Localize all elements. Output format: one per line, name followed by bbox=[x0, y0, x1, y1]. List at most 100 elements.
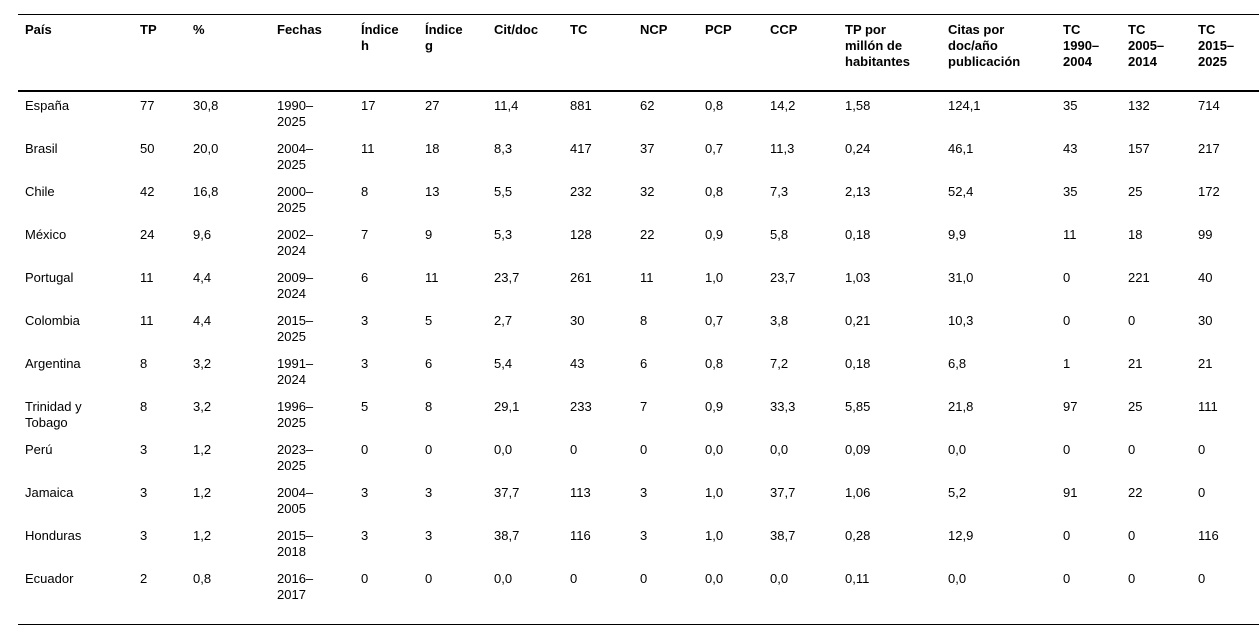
value-cell: 0 bbox=[425, 442, 433, 457]
country-cell: Honduras bbox=[25, 528, 82, 543]
value-cell: 35 bbox=[1063, 184, 1078, 199]
table-row: México 24 9,6 2002– 2024 7 9 5,3 128 22 0,9 5,8 0,1… bbox=[18, 221, 1259, 264]
value-cell: 3 bbox=[361, 485, 369, 500]
value-cell: 0,0 bbox=[494, 442, 513, 457]
value-cell: 157 bbox=[1128, 141, 1150, 156]
value-cell: 111 bbox=[1198, 399, 1218, 414]
value-cell: 4,4 bbox=[193, 270, 212, 285]
value-cell: 0 bbox=[1198, 442, 1206, 457]
column-header-tc-2015-2025: TC 2015– 2025 bbox=[1198, 14, 1259, 92]
column-header-tc: TC bbox=[570, 14, 640, 92]
value-cell: 9,9 bbox=[948, 227, 967, 242]
value-cell: 22 bbox=[1128, 485, 1143, 500]
column-header-tc-2005-2014: TC 2005– 2014 bbox=[1128, 14, 1198, 92]
value-cell: 0 bbox=[1128, 442, 1136, 457]
value-cell: 23,7 bbox=[770, 270, 796, 285]
country-cell: Perú bbox=[25, 442, 53, 457]
table-row: Colombia 11 4,4 2015– 2025 3 5 2,7 30 8 0,7 3,8 0,2… bbox=[18, 307, 1259, 350]
value-cell: 3 bbox=[425, 485, 433, 500]
value-cell: 0 bbox=[361, 571, 369, 586]
table-body: España 77 30,8 1990– 2025 17 27 11,4 881 62 0,8 14… bbox=[18, 91, 1259, 625]
value-cell: 3 bbox=[361, 356, 369, 371]
value-cell: 0 bbox=[361, 442, 369, 457]
value-cell: 6 bbox=[425, 356, 433, 371]
value-cell: 172 bbox=[1198, 184, 1220, 199]
value-cell: 11 bbox=[140, 313, 154, 328]
value-cell: 0,9 bbox=[705, 399, 724, 414]
value-cell: 8 bbox=[425, 399, 433, 414]
value-cell: 1,0 bbox=[705, 485, 724, 500]
value-cell: 0,21 bbox=[845, 313, 871, 328]
value-cell: 6 bbox=[361, 270, 369, 285]
value-cell: 11 bbox=[640, 270, 654, 285]
column-header-indice-h: Índice h bbox=[361, 14, 425, 92]
value-cell: 0,24 bbox=[845, 141, 871, 156]
value-cell: 40 bbox=[1198, 270, 1213, 285]
value-cell: 29,1 bbox=[494, 399, 520, 414]
value-cell: 10,3 bbox=[948, 313, 974, 328]
value-cell: 62 bbox=[640, 98, 655, 113]
value-cell: 11 bbox=[140, 270, 154, 285]
value-cell: 0 bbox=[1063, 442, 1071, 457]
value-cell: 4,4 bbox=[193, 313, 212, 328]
value-cell: 21,8 bbox=[948, 399, 974, 414]
value-cell: 0 bbox=[1198, 571, 1206, 586]
value-cell: 18 bbox=[1128, 227, 1143, 242]
value-cell: 0 bbox=[1128, 571, 1136, 586]
value-cell: 3,2 bbox=[193, 399, 212, 414]
value-cell: 9,6 bbox=[193, 227, 212, 242]
value-cell: 18 bbox=[425, 141, 440, 156]
value-cell: 43 bbox=[570, 356, 585, 371]
value-cell: 38,7 bbox=[770, 528, 796, 543]
value-cell: 8,3 bbox=[494, 141, 513, 156]
value-cell: 43 bbox=[1063, 141, 1078, 156]
value-cell: 1,58 bbox=[845, 98, 871, 113]
value-cell: 0 bbox=[640, 442, 648, 457]
country-cell: Portugal bbox=[25, 270, 74, 285]
value-cell: 1990– 2025 bbox=[277, 98, 314, 129]
column-header-indice-g: Índice g bbox=[425, 14, 494, 92]
value-cell: 11,3 bbox=[770, 141, 795, 156]
value-cell: 0,18 bbox=[845, 356, 871, 371]
country-cell: Argentina bbox=[25, 356, 81, 371]
value-cell: 1991– 2024 bbox=[277, 356, 314, 387]
column-header-pcp: PCP bbox=[705, 14, 770, 92]
value-cell: 6 bbox=[640, 356, 648, 371]
value-cell: 0,0 bbox=[948, 571, 967, 586]
value-cell: 2,13 bbox=[845, 184, 871, 199]
value-cell: 3 bbox=[140, 528, 148, 543]
value-cell: 0,0 bbox=[770, 442, 789, 457]
value-cell: 30 bbox=[1198, 313, 1213, 328]
value-cell: 0,8 bbox=[193, 571, 212, 586]
value-cell: 3 bbox=[640, 528, 648, 543]
value-cell: 33,3 bbox=[770, 399, 796, 414]
value-cell: 5,8 bbox=[770, 227, 789, 242]
value-cell: 232 bbox=[570, 184, 592, 199]
value-cell: 14,2 bbox=[770, 98, 796, 113]
value-cell: 0 bbox=[570, 571, 578, 586]
value-cell: 2016– 2017 bbox=[277, 571, 314, 602]
value-cell: 714 bbox=[1198, 98, 1220, 113]
column-header-ccp: CCP bbox=[770, 14, 845, 92]
value-cell: 42 bbox=[140, 184, 155, 199]
value-cell: 0,7 bbox=[705, 141, 724, 156]
table-row: Ecuador 2 0,8 2016– 2017 0 0 0,0 0 0 0,0 0,0 0,11 0,… bbox=[18, 565, 1259, 625]
column-header-pct: % bbox=[193, 14, 277, 92]
value-cell: 0,0 bbox=[705, 571, 724, 586]
value-cell: 2023– 2025 bbox=[277, 442, 314, 473]
value-cell: 0,0 bbox=[770, 571, 789, 586]
value-cell: 116 bbox=[1198, 528, 1219, 543]
value-cell: 113 bbox=[570, 485, 591, 500]
value-cell: 3 bbox=[425, 528, 433, 543]
value-cell: 17 bbox=[361, 98, 376, 113]
value-cell: 1,0 bbox=[705, 270, 724, 285]
value-cell: 0 bbox=[570, 442, 578, 457]
value-cell: 0 bbox=[1128, 313, 1136, 328]
value-cell: 881 bbox=[570, 98, 592, 113]
value-cell: 0,8 bbox=[705, 184, 724, 199]
value-cell: 99 bbox=[1198, 227, 1213, 242]
value-cell: 8 bbox=[640, 313, 648, 328]
value-cell: 3 bbox=[640, 485, 648, 500]
value-cell: 2015– 2018 bbox=[277, 528, 314, 559]
value-cell: 261 bbox=[570, 270, 592, 285]
